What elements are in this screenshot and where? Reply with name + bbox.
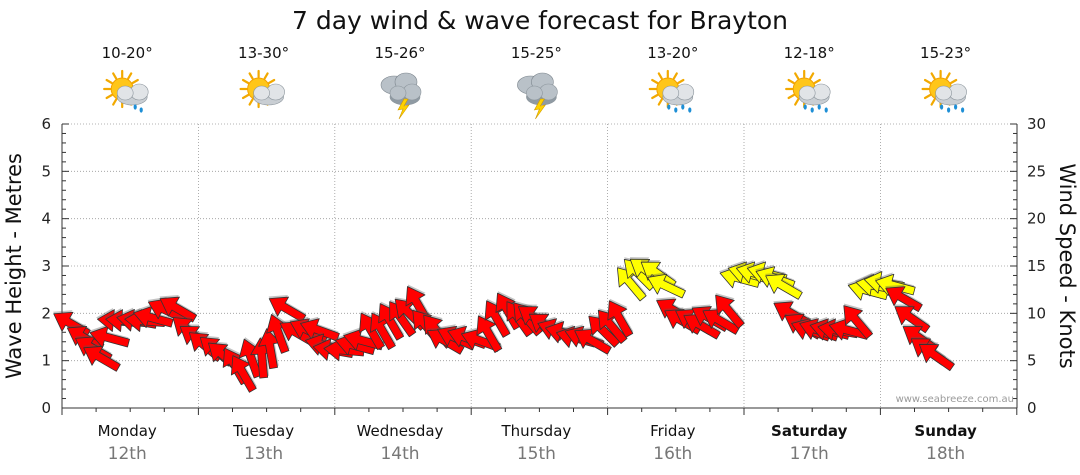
temperature-range-label: 12-18° — [784, 44, 835, 62]
rain-drop — [688, 107, 692, 113]
cloud-shape — [380, 72, 422, 106]
y-axis-label-left: Wave Height - Metres — [2, 153, 26, 379]
day-labels: Monday 12th Tuesday 13th Wednesday 14th Thursd… — [98, 422, 977, 464]
y-right-tick-label: 5 — [1027, 352, 1037, 370]
cloud-shape — [517, 72, 558, 106]
y-right-tick-label: 0 — [1027, 399, 1037, 417]
day-name-label: Tuesday — [232, 422, 294, 440]
cloud-shape — [798, 83, 831, 106]
wind-arrows — [53, 257, 955, 393]
rain-drop — [667, 104, 671, 110]
wind-arrow — [715, 293, 745, 329]
wind-arrow — [843, 303, 873, 340]
wind-arrow — [159, 295, 198, 323]
y-left-tick-label: 3 — [41, 257, 51, 275]
rain-drop — [961, 107, 965, 113]
y-left-tick-label: 6 — [41, 115, 51, 133]
daily-temperature-labels: 10-20° 13-30° 15-26° 15-25° 13-20° 12-18° 15-2… — [102, 44, 971, 62]
wind-arrow — [83, 344, 121, 372]
day-name-label: Sunday — [914, 422, 977, 440]
thunderstorm-icon — [517, 72, 558, 120]
rain-drop — [954, 104, 958, 110]
rain-drop — [810, 107, 814, 113]
temperature-range-label: 13-30° — [238, 44, 289, 62]
cloud-shape — [253, 83, 285, 106]
cloud-shape — [935, 83, 967, 106]
chart-gridlines — [62, 123, 1017, 408]
wind-arrow — [918, 342, 955, 372]
y-left-tick-label: 0 — [41, 399, 51, 417]
day-date-label: 15th — [517, 444, 556, 464]
temperature-range-label: 15-25° — [511, 44, 562, 62]
y-left-tick-label: 5 — [41, 162, 51, 180]
sun-cloud-rain-icon — [648, 69, 695, 113]
y-right-tick-label: 10 — [1027, 304, 1046, 322]
sun-cloud-icon — [239, 69, 285, 109]
day-name-label: Friday — [650, 422, 696, 440]
temperature-range-label: 15-23° — [920, 44, 971, 62]
rain-drop — [940, 104, 944, 110]
y-right-tick-label: 30 — [1027, 115, 1046, 133]
temperature-range-label: 15-26° — [374, 44, 425, 62]
thunderstorm-icon — [380, 72, 422, 120]
wind-arrow — [268, 295, 307, 323]
day-date-label: 17th — [790, 444, 829, 464]
day-name-label: Saturday — [771, 422, 848, 440]
day-name-label: Thursday — [501, 422, 572, 440]
wind-arrow — [476, 313, 503, 353]
y-right-tick-label: 15 — [1027, 257, 1046, 275]
sun-cloud-rain-icon — [785, 69, 831, 113]
lightning-bolt — [397, 98, 410, 120]
y-right-tick-label: 25 — [1027, 162, 1046, 180]
day-name-label: Wednesday — [357, 422, 444, 440]
daily-weather-icons — [103, 69, 967, 120]
wind-arrow — [484, 298, 511, 338]
day-date-label: 14th — [380, 444, 419, 464]
rain-drop — [133, 104, 137, 110]
day-date-label: 16th — [653, 444, 692, 464]
sun-cloud-rain-icon — [921, 69, 967, 113]
temperature-range-label: 10-20° — [102, 44, 153, 62]
day-date-label: 18th — [926, 444, 965, 464]
wind-arrow — [132, 304, 174, 329]
wind-arrow — [299, 316, 340, 342]
y-axis-label-right: Wind Speed - Knots — [1055, 163, 1079, 368]
wind-arrow — [646, 272, 686, 299]
chart-axes: 0 1 2 3 4 5 6 0 5 10 15 20 25 30 — [41, 115, 1046, 417]
sun-cloud-drizzle-icon — [103, 69, 149, 113]
temperature-range-label: 13-20° — [647, 44, 698, 62]
wind-arrow — [88, 324, 130, 348]
wind-arrow — [574, 327, 612, 355]
chart-title: 7 day wind & wave forecast for Brayton — [292, 6, 788, 35]
wind-arrow — [266, 312, 290, 354]
rain-drop — [824, 107, 828, 113]
wind-arrow — [683, 312, 721, 340]
wind-arrow — [342, 327, 384, 351]
wind-arrow — [607, 298, 634, 338]
day-date-label: 12th — [108, 444, 147, 464]
rain-drop — [681, 104, 685, 110]
wind-arrow — [765, 272, 803, 300]
y-left-tick-label: 4 — [41, 210, 51, 228]
source-credit: www.seabreeze.com.au — [896, 394, 1014, 405]
cloud-shape — [116, 83, 149, 106]
y-left-tick-label: 2 — [41, 304, 51, 322]
y-left-tick-label: 1 — [41, 352, 51, 370]
y-right-tick-label: 20 — [1027, 210, 1046, 228]
rain-drop — [817, 104, 821, 110]
cloud-shape — [662, 83, 695, 106]
day-date-label: 13th — [244, 444, 283, 464]
rain-drop — [674, 107, 678, 113]
wind-arrow — [885, 284, 923, 313]
rain-drop — [803, 104, 807, 110]
wind-arrow — [230, 353, 257, 393]
rain-drop — [139, 107, 143, 113]
lightning-bolt — [533, 98, 547, 120]
rain-drop — [947, 107, 951, 113]
day-name-label: Monday — [98, 422, 157, 440]
